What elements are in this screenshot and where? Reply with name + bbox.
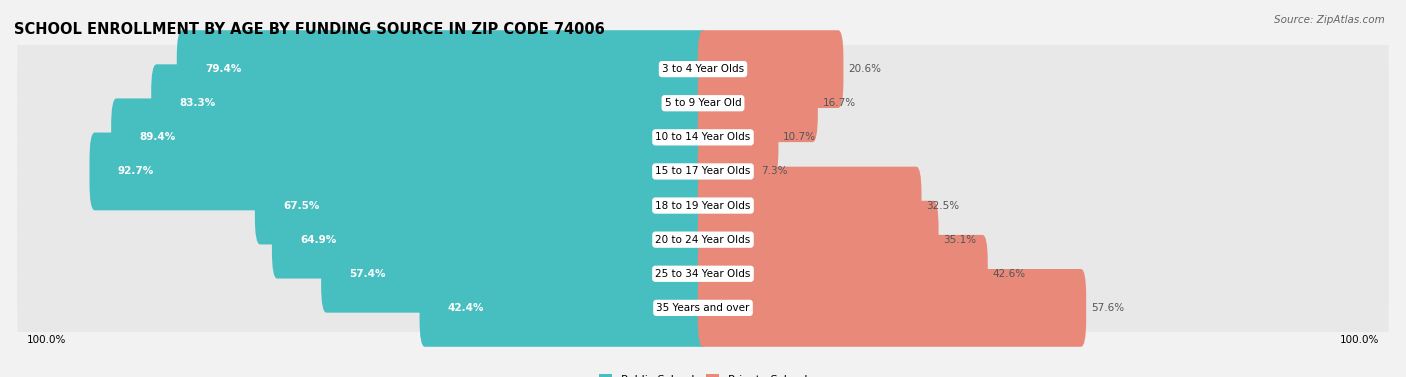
FancyBboxPatch shape — [17, 242, 1389, 374]
Text: SCHOOL ENROLLMENT BY AGE BY FUNDING SOURCE IN ZIP CODE 74006: SCHOOL ENROLLMENT BY AGE BY FUNDING SOUR… — [14, 22, 605, 37]
Text: 10 to 14 Year Olds: 10 to 14 Year Olds — [655, 132, 751, 143]
FancyBboxPatch shape — [697, 235, 988, 313]
Text: 35 Years and over: 35 Years and over — [657, 303, 749, 313]
FancyBboxPatch shape — [17, 105, 1389, 238]
Text: 16.7%: 16.7% — [823, 98, 855, 108]
Text: 42.6%: 42.6% — [993, 269, 1025, 279]
Text: 100.0%: 100.0% — [1340, 335, 1379, 345]
Text: 18 to 19 Year Olds: 18 to 19 Year Olds — [655, 201, 751, 211]
FancyBboxPatch shape — [697, 64, 818, 142]
Text: 7.3%: 7.3% — [761, 166, 787, 176]
Text: Source: ZipAtlas.com: Source: ZipAtlas.com — [1274, 15, 1385, 25]
FancyBboxPatch shape — [419, 269, 709, 347]
Text: 20.6%: 20.6% — [848, 64, 882, 74]
Text: 57.6%: 57.6% — [1091, 303, 1123, 313]
FancyBboxPatch shape — [17, 3, 1389, 135]
Text: 79.4%: 79.4% — [205, 64, 242, 74]
FancyBboxPatch shape — [271, 201, 709, 279]
Text: 89.4%: 89.4% — [139, 132, 176, 143]
Text: 67.5%: 67.5% — [283, 201, 319, 211]
FancyBboxPatch shape — [17, 208, 1389, 340]
FancyBboxPatch shape — [152, 64, 709, 142]
Text: 42.4%: 42.4% — [447, 303, 484, 313]
Text: 20 to 24 Year Olds: 20 to 24 Year Olds — [655, 234, 751, 245]
Text: 15 to 17 Year Olds: 15 to 17 Year Olds — [655, 166, 751, 176]
Text: 10.7%: 10.7% — [783, 132, 815, 143]
FancyBboxPatch shape — [90, 133, 709, 210]
FancyBboxPatch shape — [254, 167, 709, 244]
Text: 92.7%: 92.7% — [118, 166, 155, 176]
Text: 32.5%: 32.5% — [927, 201, 959, 211]
FancyBboxPatch shape — [697, 167, 921, 244]
Text: 25 to 34 Year Olds: 25 to 34 Year Olds — [655, 269, 751, 279]
FancyBboxPatch shape — [111, 98, 709, 176]
FancyBboxPatch shape — [177, 30, 709, 108]
FancyBboxPatch shape — [17, 173, 1389, 306]
Text: 35.1%: 35.1% — [943, 234, 976, 245]
FancyBboxPatch shape — [17, 139, 1389, 272]
Text: 83.3%: 83.3% — [180, 98, 215, 108]
Text: 3 to 4 Year Olds: 3 to 4 Year Olds — [662, 64, 744, 74]
Text: 64.9%: 64.9% — [299, 234, 336, 245]
FancyBboxPatch shape — [697, 133, 756, 210]
FancyBboxPatch shape — [321, 235, 709, 313]
FancyBboxPatch shape — [697, 98, 779, 176]
FancyBboxPatch shape — [697, 30, 844, 108]
Text: 100.0%: 100.0% — [27, 335, 66, 345]
Legend: Public School, Private School: Public School, Private School — [595, 370, 811, 377]
FancyBboxPatch shape — [17, 37, 1389, 169]
FancyBboxPatch shape — [17, 71, 1389, 204]
Text: 5 to 9 Year Old: 5 to 9 Year Old — [665, 98, 741, 108]
FancyBboxPatch shape — [697, 201, 939, 279]
FancyBboxPatch shape — [697, 269, 1087, 347]
Text: 57.4%: 57.4% — [349, 269, 385, 279]
